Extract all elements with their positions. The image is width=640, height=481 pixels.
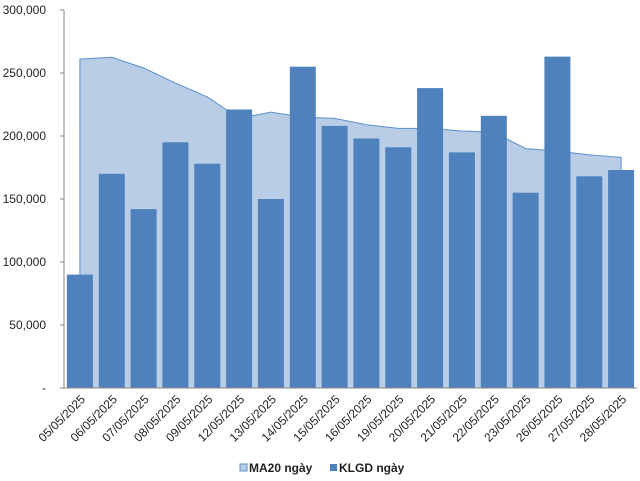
- bar-klgd-27/05/2025: [576, 176, 603, 388]
- bar-klgd-16/05/2025: [353, 138, 380, 388]
- y-tick-label: 300,000: [3, 3, 47, 17]
- legend-label-klgd: KLGD ngày: [339, 461, 405, 475]
- bar-klgd-15/05/2025: [321, 125, 348, 389]
- bar-klgd-14/05/2025: [289, 66, 316, 388]
- bar-klgd-28/05/2025: [608, 170, 635, 388]
- bar-klgd-26/05/2025: [544, 56, 571, 388]
- bar-klgd-19/05/2025: [385, 147, 412, 388]
- bar-klgd-21/05/2025: [448, 152, 475, 388]
- bar-klgd-13/05/2025: [257, 199, 284, 388]
- y-tick-label: -: [42, 381, 46, 395]
- plot-area: [66, 56, 635, 389]
- ma20-area: [79, 57, 622, 389]
- legend-label-ma20: MA20 ngày: [249, 461, 313, 475]
- y-tick-label: 150,000: [3, 192, 47, 206]
- y-axis: - 50,000 100,000 150,000 200,000 250,000 300,0…: [3, 3, 65, 395]
- bar-klgd-05/05/2025: [66, 274, 93, 388]
- bar-klgd-07/05/2025: [130, 209, 157, 388]
- y-tick-label: 250,000: [3, 66, 47, 80]
- bar-klgd-09/05/2025: [194, 163, 221, 388]
- bar-klgd-23/05/2025: [512, 192, 539, 388]
- legend-swatch-klgd: [330, 464, 337, 471]
- bar-klgd-20/05/2025: [417, 88, 444, 388]
- legend-swatch-ma20: [239, 463, 248, 472]
- bar-klgd-08/05/2025: [162, 142, 189, 388]
- bar-klgd-22/05/2025: [480, 115, 507, 389]
- legend: MA20 ngày KLGD ngày: [239, 461, 405, 475]
- y-tick-label: 50,000: [9, 318, 46, 332]
- y-tick-label: 100,000: [3, 255, 47, 269]
- y-tick-label: 200,000: [3, 129, 47, 143]
- bar-klgd-06/05/2025: [98, 173, 125, 388]
- bar-klgd-12/05/2025: [226, 109, 253, 388]
- x-axis: 05/05/202506/05/202507/05/202508/05/2025…: [36, 387, 637, 445]
